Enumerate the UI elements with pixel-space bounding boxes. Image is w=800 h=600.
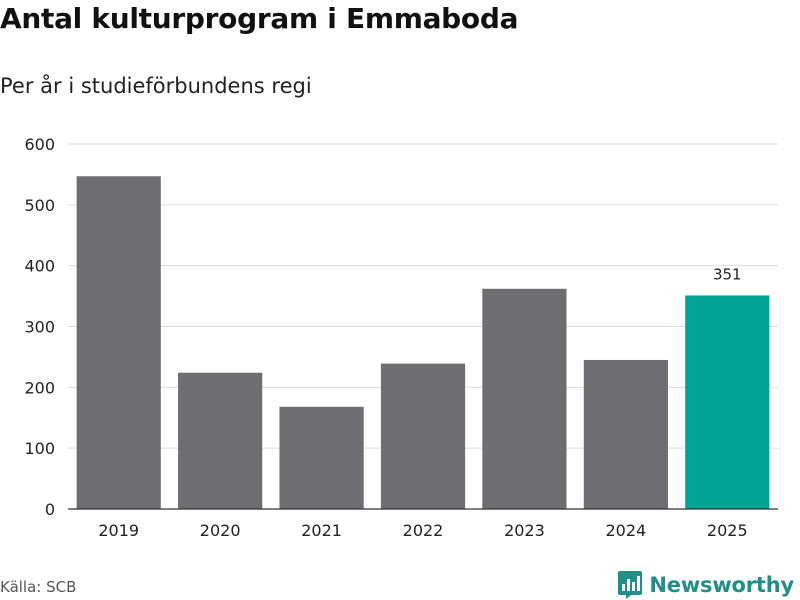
brand-name: Newsworthy	[649, 573, 794, 597]
y-tick-label: 500	[24, 196, 55, 215]
bar	[380, 363, 466, 509]
x-tick-label: 2022	[403, 521, 444, 540]
x-tick-label: 2021	[301, 521, 342, 540]
x-tick-label: 2020	[200, 521, 241, 540]
y-tick-label: 600	[24, 135, 55, 154]
bar	[685, 295, 770, 509]
newsworthy-icon	[618, 571, 643, 599]
chart-subtitle: Per år i studieförbundens regi	[0, 74, 312, 98]
y-tick-label: 400	[24, 257, 55, 276]
chart-title: Antal kulturprogram i Emmaboda	[0, 2, 519, 35]
brand-logo: Newsworthy	[617, 570, 794, 600]
x-tick-label: 2024	[605, 521, 646, 540]
data-label: 351	[713, 265, 742, 283]
bar	[178, 372, 263, 509]
x-tick-label: 2019	[98, 521, 139, 540]
bar	[76, 176, 161, 509]
bar	[583, 359, 668, 509]
y-tick-label: 300	[24, 318, 55, 337]
source-note: Källa: SCB	[0, 578, 77, 596]
bar	[482, 288, 567, 509]
y-tick-label: 200	[24, 378, 55, 397]
y-tick-label: 0	[45, 500, 55, 519]
x-tick-label: 2023	[504, 521, 545, 540]
bar	[279, 406, 364, 509]
x-tick-label: 2025	[707, 521, 748, 540]
y-tick-label: 100	[24, 439, 55, 458]
